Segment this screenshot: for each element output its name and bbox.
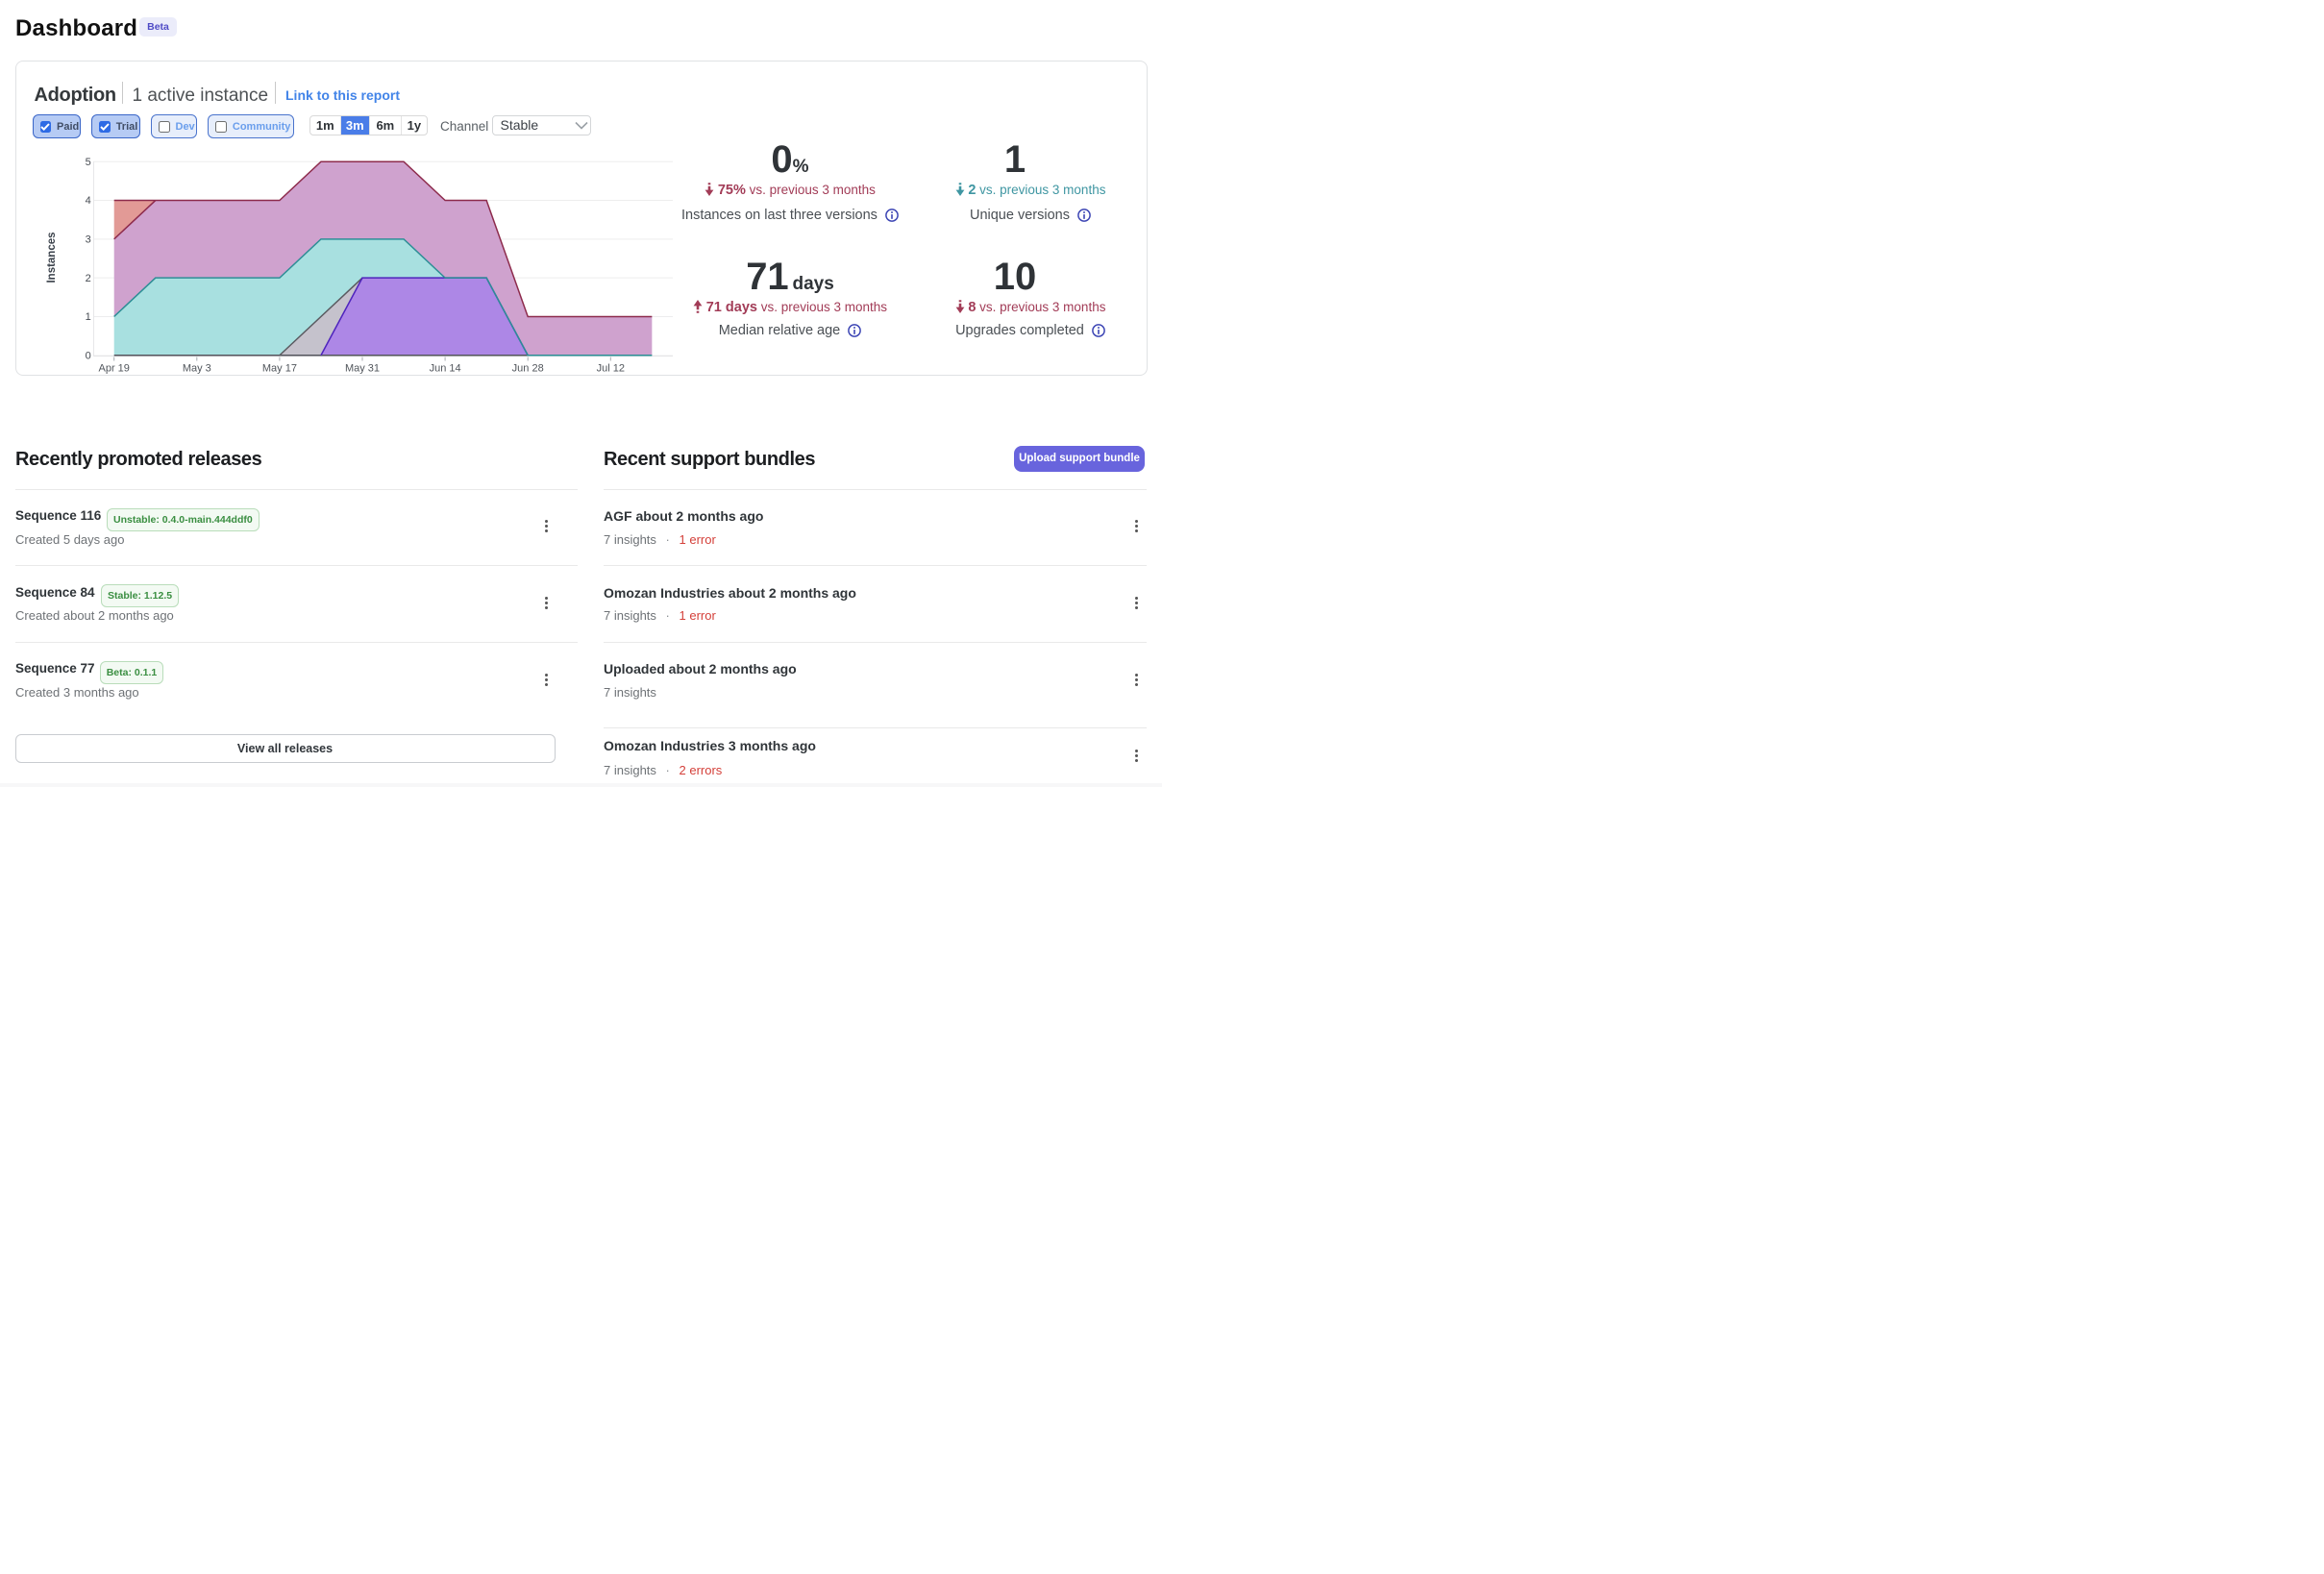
svg-text:1: 1 [86, 311, 91, 323]
svg-text:3: 3 [86, 234, 91, 246]
svg-text:May 3: May 3 [183, 363, 211, 375]
svg-text:Jun 28: Jun 28 [512, 363, 544, 375]
svg-text:Jul 12: Jul 12 [597, 363, 625, 375]
svg-text:2: 2 [86, 273, 91, 284]
svg-text:5: 5 [86, 157, 91, 168]
svg-text:Jun 14: Jun 14 [430, 363, 461, 375]
svg-text:May 17: May 17 [262, 363, 297, 375]
svg-text:May 31: May 31 [345, 363, 380, 375]
svg-text:4: 4 [86, 195, 91, 207]
svg-text:Apr 19: Apr 19 [98, 363, 129, 375]
svg-text:0: 0 [86, 350, 91, 361]
